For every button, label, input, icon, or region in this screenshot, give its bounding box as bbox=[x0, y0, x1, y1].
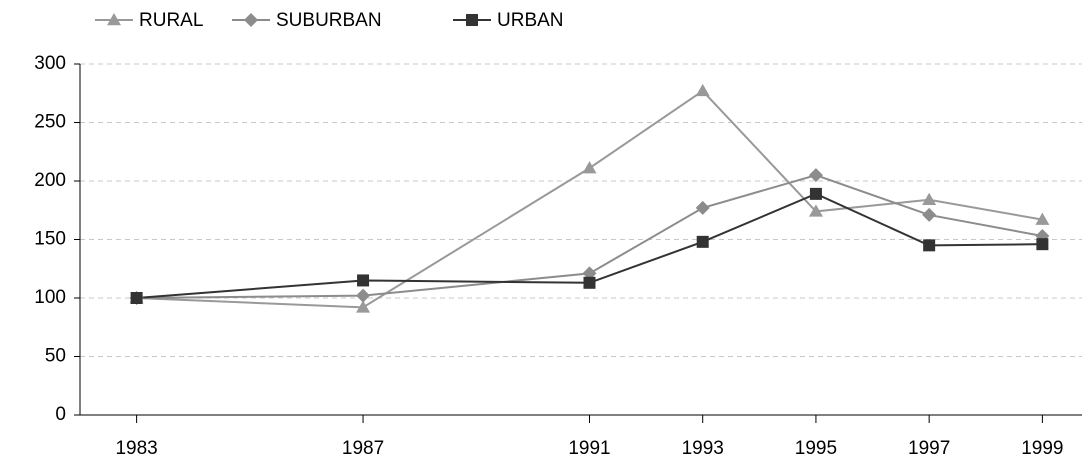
x-tick-label: 1983 bbox=[115, 438, 157, 459]
marker bbox=[922, 207, 937, 222]
marker bbox=[923, 239, 936, 252]
marker bbox=[695, 200, 710, 215]
y-tick-label: 300 bbox=[34, 53, 66, 74]
marker bbox=[244, 13, 258, 27]
y-tick-label: 200 bbox=[34, 170, 66, 191]
x-tick-label: 1999 bbox=[1021, 438, 1063, 459]
marker bbox=[357, 274, 370, 287]
marker bbox=[808, 168, 823, 183]
marker bbox=[582, 161, 597, 174]
y-tick-label: 100 bbox=[34, 287, 66, 308]
marker bbox=[1035, 212, 1050, 225]
marker bbox=[1036, 238, 1049, 251]
x-tick-label: 1991 bbox=[568, 438, 610, 459]
marker bbox=[583, 276, 596, 289]
y-tick-label: 150 bbox=[34, 229, 66, 250]
x-tick-label: 1995 bbox=[795, 438, 837, 459]
marker bbox=[922, 192, 937, 205]
x-tick-label: 1993 bbox=[682, 438, 724, 459]
y-tick-label: 250 bbox=[34, 112, 66, 133]
marker bbox=[130, 292, 143, 304]
y-tick-label: 50 bbox=[45, 346, 66, 367]
marker bbox=[695, 83, 710, 97]
marker bbox=[356, 288, 371, 303]
legend-label: RURAL bbox=[139, 10, 203, 31]
marker bbox=[466, 14, 478, 26]
legend-label: SUBURBAN bbox=[276, 10, 382, 31]
x-tick-label: 1997 bbox=[908, 438, 950, 459]
y-tick-label: 0 bbox=[55, 404, 66, 425]
marker bbox=[356, 300, 371, 313]
marker bbox=[696, 235, 709, 248]
x-tick-label: 1987 bbox=[342, 438, 384, 459]
marker bbox=[809, 187, 822, 200]
marker bbox=[107, 13, 121, 26]
marker bbox=[808, 204, 823, 217]
legend-label: URBAN bbox=[497, 10, 564, 31]
